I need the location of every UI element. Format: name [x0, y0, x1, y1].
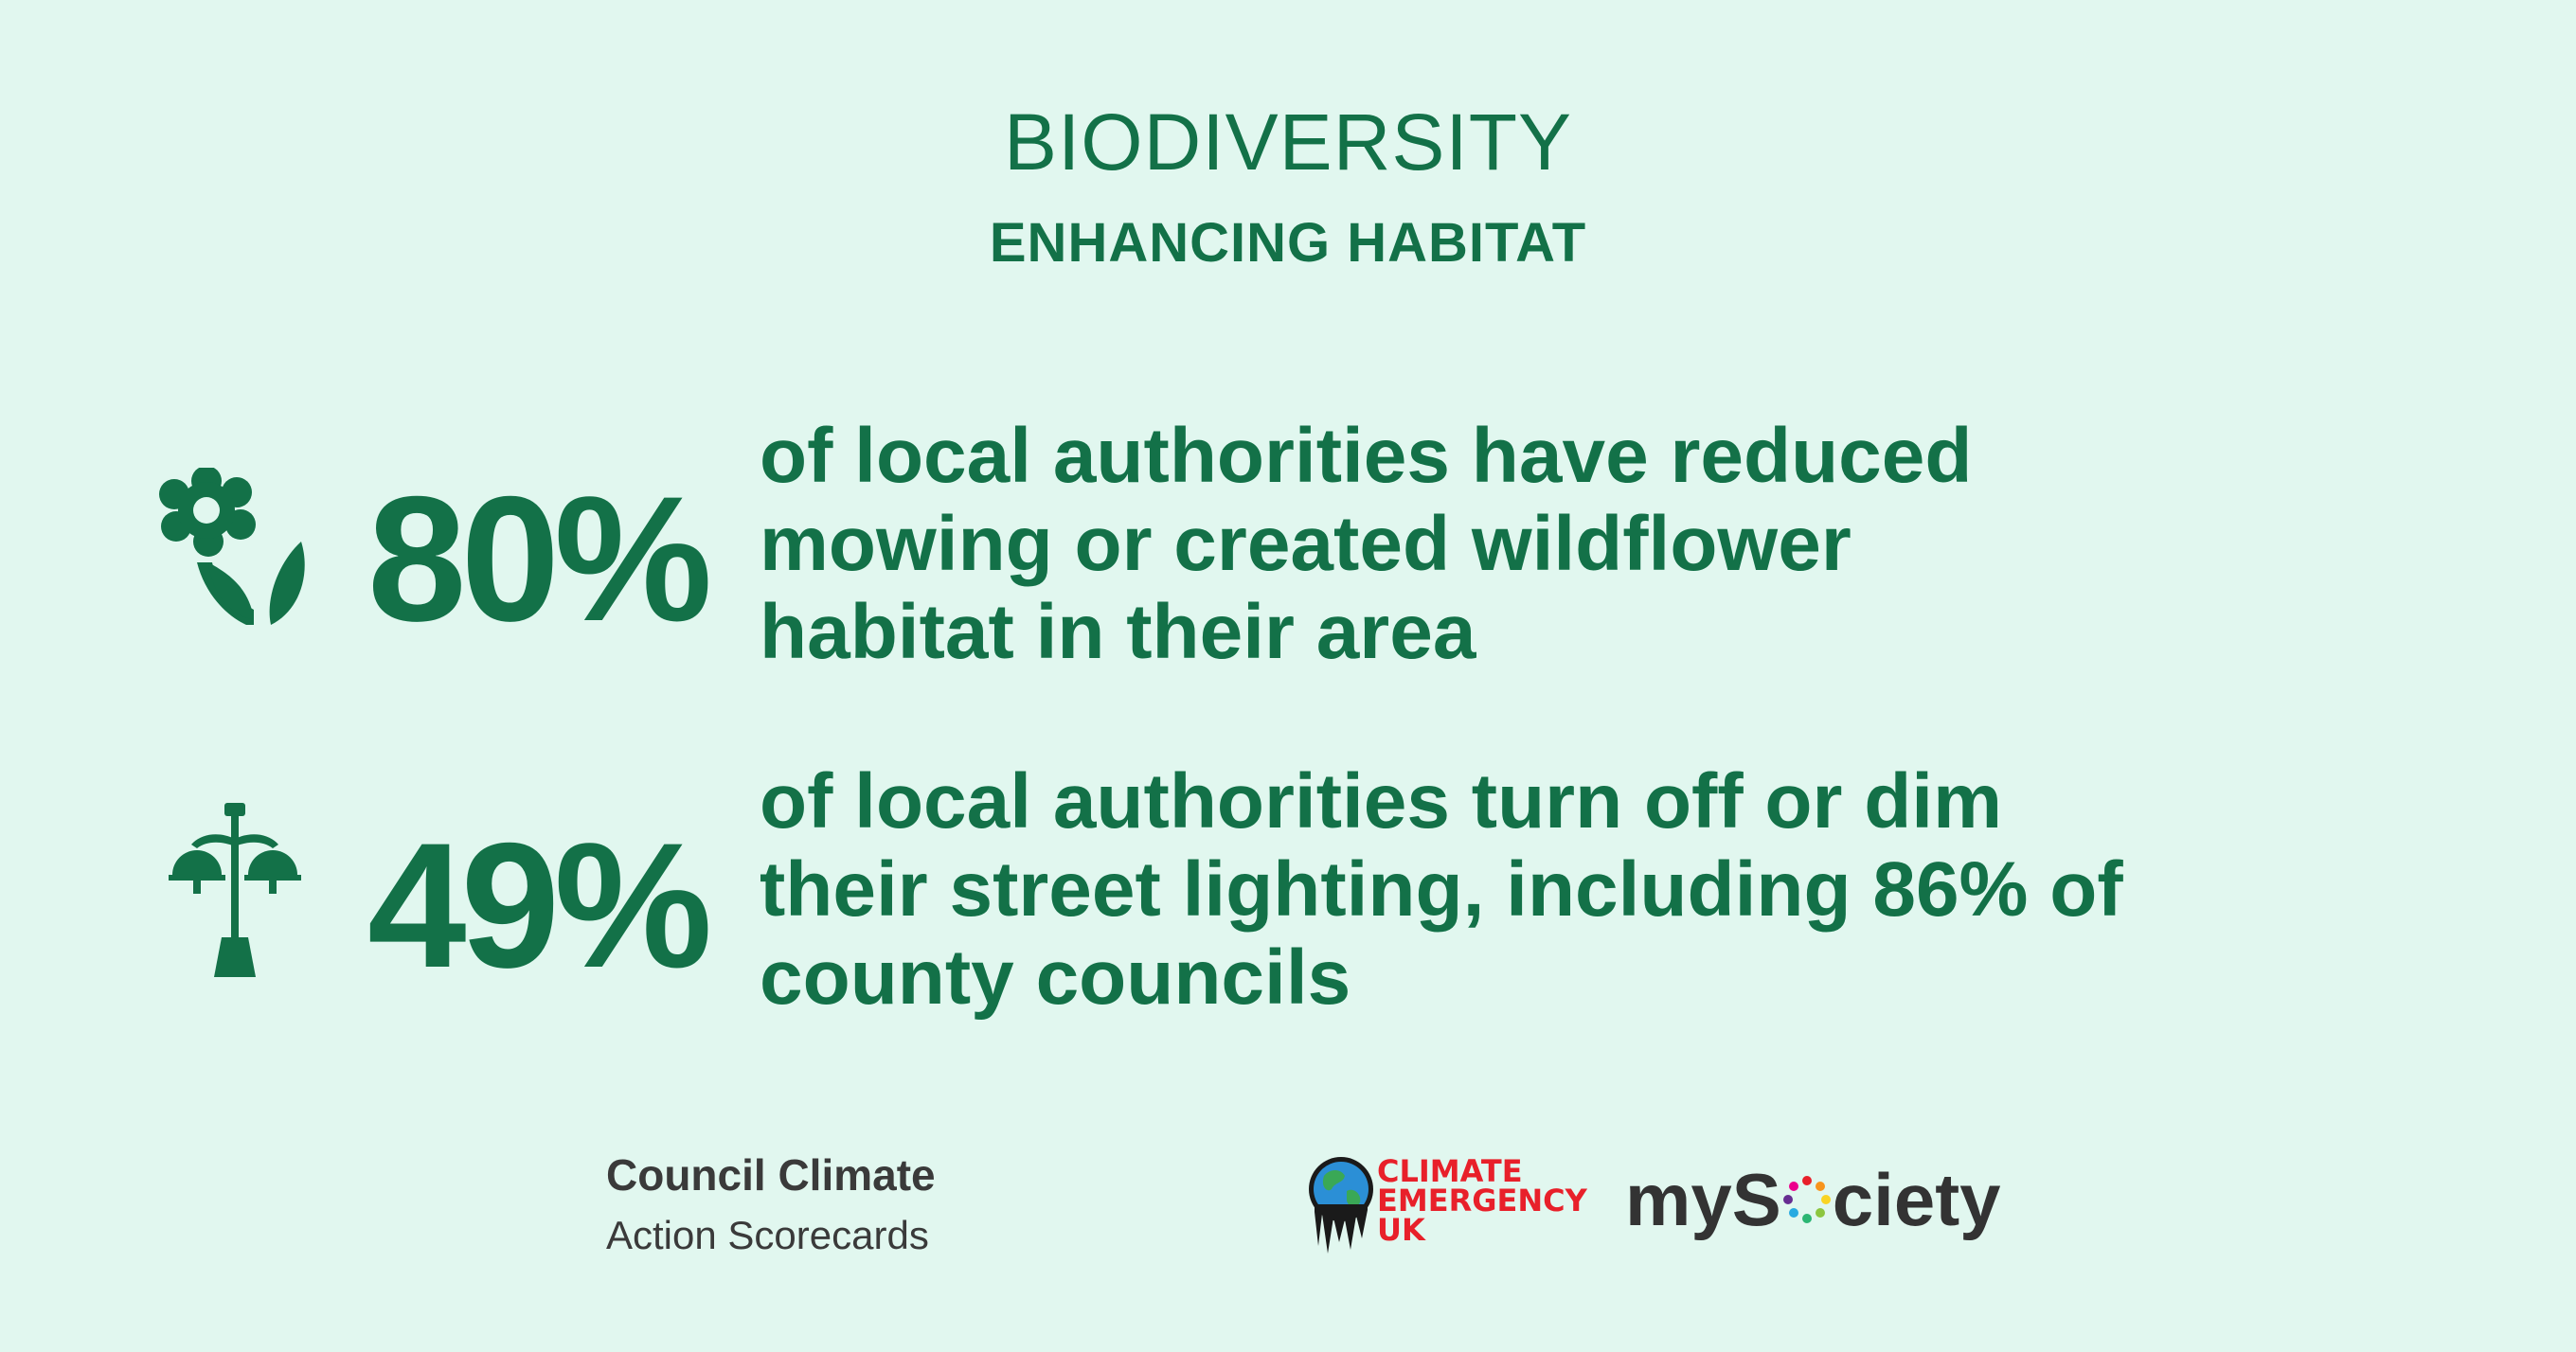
stat-text-line: of local authorities have reduced	[760, 413, 1973, 499]
stat-text-line: county councils	[760, 934, 1351, 1021]
climate-emergency-uk-globe-icon	[1307, 1155, 1377, 1264]
climate-emergency-uk-logo: CLIMATE EMERGENCY UK	[1377, 1153, 1587, 1248]
brand-line2: Action Scorecards	[606, 1213, 929, 1257]
stat-text-line: of local authorities turn off or dim	[760, 758, 2002, 845]
stat-text-mowing: of local authorities have reduced mowing…	[760, 412, 2576, 676]
ceuk-line: CLIMATE	[1377, 1153, 1523, 1189]
mysociety-dots-icon	[1782, 1176, 1831, 1223]
stat-text-line: their street lighting, including 86% of	[760, 846, 2123, 933]
stat-text-lighting: of local authorities turn off or dim the…	[760, 757, 2576, 1022]
page-title: BIODIVERSITY	[1003, 98, 1573, 187]
mysociety-text-start: myS	[1625, 1158, 1781, 1241]
mysociety-text-end: ciety	[1832, 1158, 2001, 1241]
flower-icon	[159, 466, 330, 630]
street-lamp-icon	[169, 803, 311, 984]
brand-line1: Council Climate	[606, 1150, 936, 1200]
stat-text-line: mowing or created wildflower	[760, 501, 1852, 587]
ceuk-line: EMERGENCY	[1377, 1183, 1587, 1219]
stat-value-mowing: 80%	[367, 459, 712, 658]
stat-value-lighting: 49%	[367, 806, 712, 1005]
page-subtitle: ENHANCING HABITAT	[989, 212, 1587, 274]
mysociety-logo: myS ciety	[1625, 1163, 2001, 1236]
council-climate-scorecards-logo: Council Climate Action Scorecards	[606, 1153, 936, 1255]
stat-text-line: habitat in their area	[760, 589, 1476, 675]
ceuk-line: UK	[1377, 1212, 1425, 1248]
